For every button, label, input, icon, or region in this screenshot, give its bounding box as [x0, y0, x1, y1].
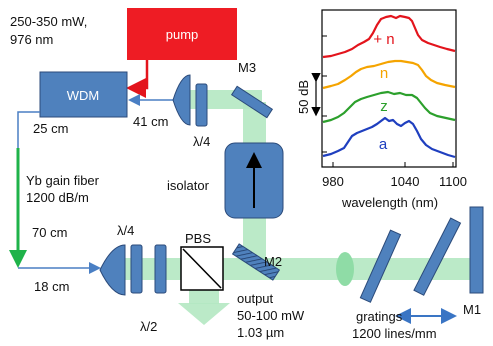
beam-lens — [336, 252, 354, 286]
fiber-label-line2: 1200 dB/m — [26, 190, 89, 205]
grating-1 — [359, 229, 402, 303]
grating-2 — [413, 217, 462, 296]
mirror-m3-label: M3 — [238, 60, 256, 75]
x-tick-label: 980 — [322, 174, 344, 189]
pump-power: 250-350 mW, — [10, 14, 87, 29]
series-label-z: z — [380, 98, 388, 115]
series-label-n: n — [380, 65, 388, 82]
wdm-label: WDM — [67, 88, 100, 103]
half-wave-plate-label: λ/2 — [140, 319, 157, 334]
output-label: output — [237, 291, 274, 306]
top-quarter-wave-plate-label: λ/4 — [193, 134, 210, 149]
top-lens — [172, 74, 191, 126]
pump-line — [126, 60, 149, 98]
spectrum-curve-n — [322, 59, 456, 90]
fiber-length: 70 cm — [32, 225, 67, 240]
wdm-length: 25 cm — [33, 121, 68, 136]
inset-frame — [321, 9, 457, 168]
beam-bottom — [120, 258, 472, 280]
series-label-plus-n: + n — [373, 31, 394, 48]
output-wavelength: 1.03 µm — [237, 325, 284, 340]
mirror-m2-label: M2 — [264, 254, 282, 269]
fiber-lead-length: 18 cm — [34, 279, 69, 294]
mirror-m2 — [231, 243, 281, 281]
mirror-m3 — [230, 85, 274, 119]
half-wave-plate — [154, 244, 167, 294]
x-tick-label: 1040 — [391, 174, 420, 189]
output-beam-arrow — [178, 303, 230, 325]
spectrum-curve-plus-n — [322, 14, 456, 59]
pump-box — [127, 8, 237, 60]
top-quarter-wave-plate — [195, 83, 208, 127]
pbs-label: PBS — [185, 231, 211, 246]
mirror-m1-label: M1 — [463, 302, 481, 317]
pump-wavelength: 976 nm — [10, 32, 53, 47]
bottom-quarter-wave-plate-label: λ/4 — [117, 223, 134, 238]
gratings-density: 1200 lines/mm — [352, 326, 437, 341]
wdm-box — [39, 71, 128, 118]
mirror-m1 — [469, 206, 484, 294]
isolator-label: isolator — [167, 178, 210, 193]
inset-ticks — [322, 35, 454, 167]
series-label-a: a — [379, 136, 388, 153]
spectrum-curve-a — [322, 116, 456, 159]
fiber-lead-line — [17, 111, 40, 148]
gratings-label: gratings — [356, 309, 403, 324]
free-space-length: 41 cm — [133, 114, 168, 129]
bottom-lens — [99, 244, 126, 296]
x-tick-label: 1100 — [439, 174, 467, 189]
output-power: 50-100 mW — [237, 308, 305, 323]
pump-label: pump — [166, 27, 199, 42]
bottom-quarter-wave-plate — [130, 244, 143, 294]
fiber-label-line1: Yb gain fiber — [26, 173, 100, 188]
x-axis-label: wavelength (nm) — [341, 195, 438, 210]
spectrum-curve-z — [322, 90, 456, 124]
pbs-diagonal — [182, 248, 222, 289]
scale-bar-label: 50 dB — [296, 80, 311, 114]
inset-spectra: + n n z a 50 dB 980 1040 1100 wavelength… — [296, 9, 467, 210]
